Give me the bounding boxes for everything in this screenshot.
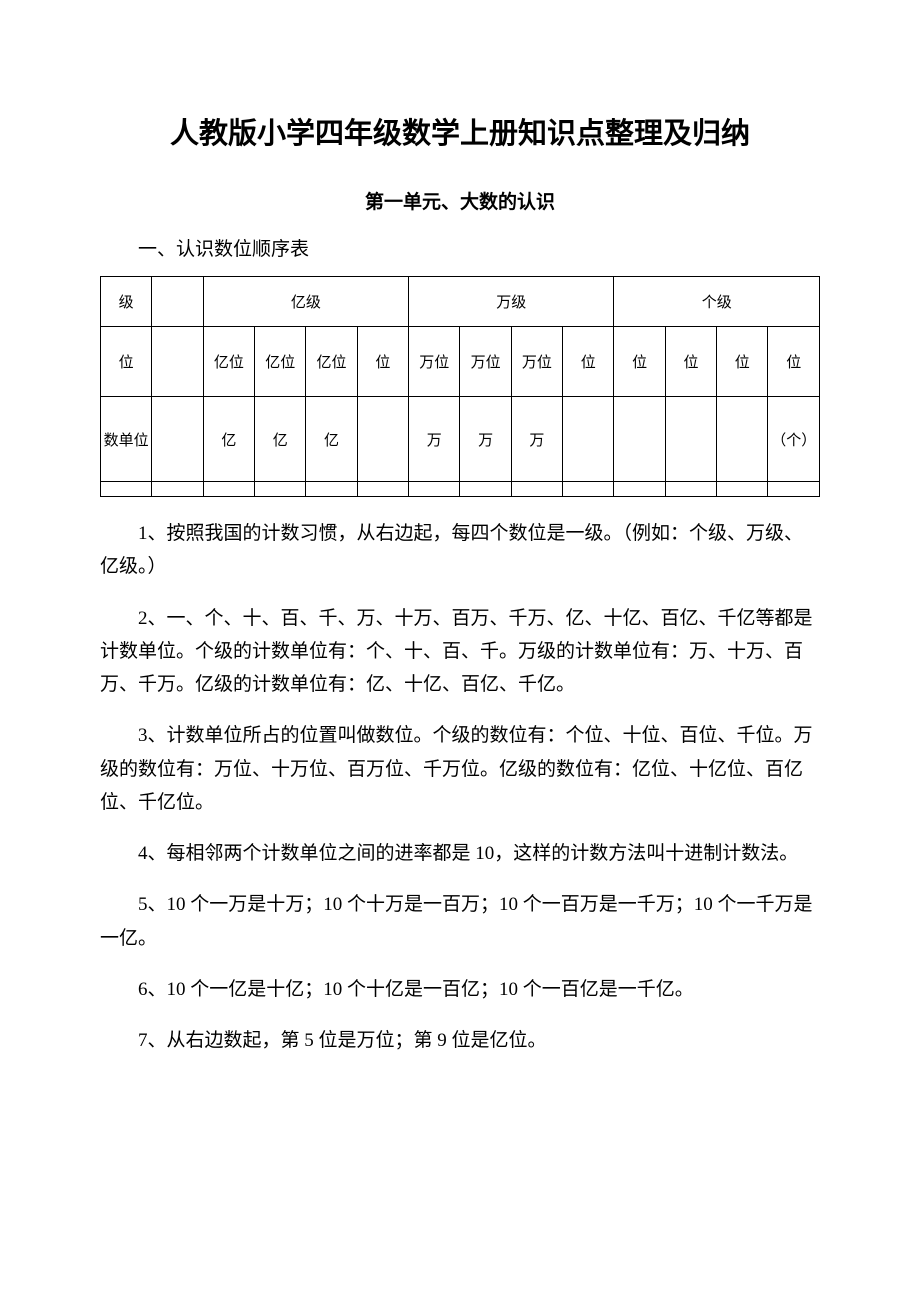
paragraph-3: 3、计数单位所占的位置叫做数位。个级的数位有：个位、十位、百位、千位。万级的数位…: [100, 719, 820, 819]
paragraph-4: 4、每相邻两个计数单位之间的进率都是 10，这样的计数方法叫十进制计数法。: [100, 837, 820, 870]
table-cell: [409, 482, 460, 497]
table-row-position: 位 亿位 亿位 亿位 位 万位 万位 万位 位 位 位 位 位: [101, 327, 820, 397]
table-cell: [665, 482, 716, 497]
table-cell: 位: [665, 327, 716, 397]
table-cell: [614, 482, 665, 497]
table-cell: 数单位: [101, 397, 152, 482]
table-cell: [614, 397, 665, 482]
paragraph-1: 1、按照我国的计数习惯，从右边起，每四个数位是一级。（例如：个级、万级、亿级。）: [100, 517, 820, 584]
table-cell: [768, 482, 820, 497]
paragraph-6: 6、10 个一亿是十亿；10 个十亿是一百亿；10 个一百亿是一千亿。: [100, 973, 820, 1006]
table-cell: [357, 482, 408, 497]
table-cell: 位: [563, 327, 614, 397]
table-cell: 亿级: [203, 277, 408, 327]
table-cell: 级: [101, 277, 152, 327]
table-cell: 位: [768, 327, 820, 397]
unit-subtitle: 第一单元、大数的认识: [100, 187, 820, 214]
table-cell: [665, 397, 716, 482]
table-cell: 亿: [306, 397, 357, 482]
table-cell: 万位: [409, 327, 460, 397]
table-cell: [101, 482, 152, 497]
table-cell: [460, 482, 511, 497]
table-cell: （个）: [768, 397, 820, 482]
table-cell: [152, 327, 203, 397]
table-cell: [563, 397, 614, 482]
table-cell: 位: [101, 327, 152, 397]
table-cell: 万: [511, 397, 562, 482]
table-cell: 万位: [460, 327, 511, 397]
place-value-table-wrapper: 级 亿级 万级 个级 位 亿位 亿位 亿位 位 万位 万位 万位 位 位 位 位…: [100, 276, 820, 497]
table-row-empty: [101, 482, 820, 497]
table-cell: [717, 397, 768, 482]
section-heading: 一、认识数位顺序表: [100, 234, 820, 261]
table-cell: 亿位: [255, 327, 306, 397]
table-cell: 位: [357, 327, 408, 397]
table-cell: 个级: [614, 277, 820, 327]
table-cell: [152, 277, 203, 327]
table-cell: 亿: [255, 397, 306, 482]
paragraph-7: 7、从右边数起，第 5 位是万位；第 9 位是亿位。: [100, 1024, 820, 1057]
table-cell: [357, 397, 408, 482]
table-cell: [152, 482, 203, 497]
table-row-unit: 数单位 亿 亿 亿 万 万 万 （个）: [101, 397, 820, 482]
paragraph-2: 2、一、个、十、百、千、万、十万、百万、千万、亿、十亿、百亿、千亿等都是计数单位…: [100, 602, 820, 702]
table-cell: 万级: [409, 277, 614, 327]
table-cell: 亿: [203, 397, 254, 482]
paragraph-5: 5、10 个一万是十万；10 个十万是一百万；10 个一百万是一千万；10 个一…: [100, 888, 820, 955]
table-cell: 万位: [511, 327, 562, 397]
table-row-level: 级 亿级 万级 个级: [101, 277, 820, 327]
table-cell: [203, 482, 254, 497]
table-cell: [511, 482, 562, 497]
table-cell: [306, 482, 357, 497]
document-title: 人教版小学四年级数学上册知识点整理及归纳: [100, 110, 820, 152]
place-value-table: 级 亿级 万级 个级 位 亿位 亿位 亿位 位 万位 万位 万位 位 位 位 位…: [100, 276, 820, 497]
table-cell: [255, 482, 306, 497]
table-cell: 万: [409, 397, 460, 482]
table-cell: 位: [614, 327, 665, 397]
table-cell: [563, 482, 614, 497]
table-cell: [717, 482, 768, 497]
table-cell: 亿位: [203, 327, 254, 397]
table-cell: 亿位: [306, 327, 357, 397]
table-cell: 位: [717, 327, 768, 397]
table-cell: 万: [460, 397, 511, 482]
table-cell: [152, 397, 203, 482]
